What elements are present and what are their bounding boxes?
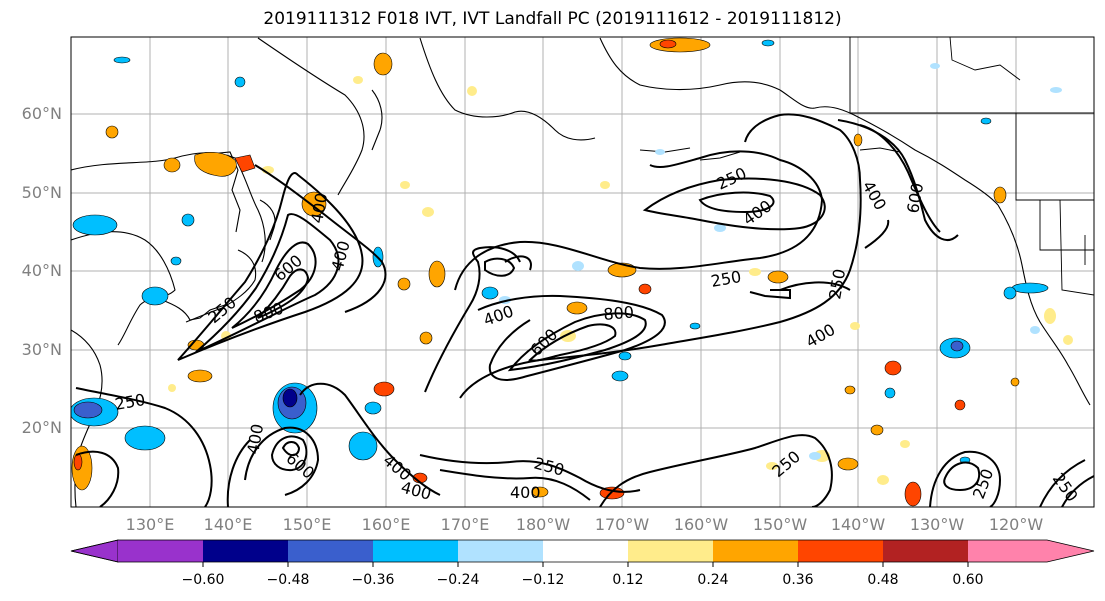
lon-label: 130°W (909, 515, 965, 534)
colorbar-outline (70, 539, 1095, 563)
lat-label: 60°N (21, 104, 62, 123)
lon-label: 170°E (440, 515, 490, 534)
pc-light-negative-fills (499, 63, 1062, 460)
lat-label: 40°N (21, 261, 62, 280)
colorbar-segment (1047, 540, 1094, 562)
lon-label: 180°W (515, 515, 571, 534)
lon-label: 170°W (594, 515, 650, 534)
colorbar-tick-label: 0.24 (697, 572, 729, 588)
colorbar-segment (968, 540, 1047, 562)
lon-label: 130°E (125, 515, 175, 534)
lon-label: 150°W (752, 515, 808, 534)
lon-label: 120°W (988, 515, 1044, 534)
lon-label: 160°E (361, 515, 411, 534)
colorbar (70, 539, 1095, 567)
colorbar-segment (713, 540, 798, 562)
colorbar-tick-label: 0.12 (612, 572, 644, 588)
pc-positive-fills (71, 37, 1020, 507)
map-title: 2019111312 F018 IVT, IVT Landfall PC (20… (263, 9, 842, 29)
colorbar-segment (70, 539, 119, 563)
colorbar-segment (543, 540, 628, 562)
colorbar-tick-label: 0.60 (952, 572, 984, 588)
pc-negative-fills (71, 39, 1049, 464)
contour-label: 800 (603, 302, 635, 324)
colorbar-segment (798, 540, 883, 562)
map-area (71, 37, 1094, 507)
colorbar-segment (883, 540, 968, 562)
colorbar-tick-label: −0.12 (521, 572, 565, 588)
colorbar-tick-label: −0.60 (181, 572, 225, 588)
contour-label: 400 (510, 483, 541, 502)
colorbar-tick-label: −0.24 (436, 572, 480, 588)
pc-light-positive-fills (168, 76, 1073, 485)
lon-label: 150°E (282, 515, 332, 534)
lon-label: 140°W (830, 515, 886, 534)
lat-label: 50°N (21, 183, 62, 202)
colorbar-segment (628, 540, 713, 562)
lon-label: 140°E (203, 515, 253, 534)
colorbar-segment (458, 540, 543, 562)
colorbar-tick-label: −0.36 (351, 572, 395, 588)
colorbar-tick-label: −0.48 (266, 572, 310, 588)
colorbar-segment (118, 540, 203, 562)
colorbar-ticks (202, 562, 969, 567)
lat-label: 20°N (21, 418, 62, 437)
map-frame (70, 36, 1095, 508)
colorbar-segment (373, 540, 458, 562)
colorbar-segment (203, 540, 288, 562)
lat-label: 30°N (21, 340, 62, 359)
lon-label: 160°W (673, 515, 729, 534)
colorbar-tick-label: 0.48 (867, 572, 899, 588)
ivt-contours (75, 113, 1094, 507)
colorbar-tick-label: 0.36 (782, 572, 814, 588)
colorbar-segment (288, 540, 373, 562)
boundaries (849, 37, 1094, 296)
